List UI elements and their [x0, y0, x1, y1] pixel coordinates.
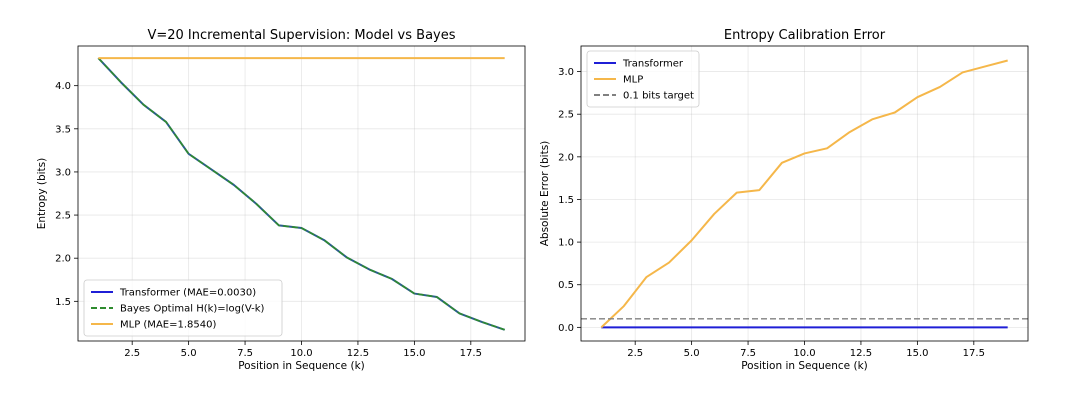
legend: Transformer MLP 0.1 bits target	[586, 50, 700, 108]
plot-area	[581, 59, 1028, 329]
legend-entry-2: 0.1 bits target	[623, 91, 694, 102]
chart-title: V=20 Incremental Supervision: Model vs B…	[147, 28, 455, 43]
series-line-1	[97, 57, 505, 331]
x-tick-label: 5.0	[181, 348, 197, 359]
x-tick-label: 10.0	[793, 348, 815, 359]
y-tick-label: 1.0	[558, 238, 574, 249]
y-tick-label: 2.0	[558, 152, 574, 163]
legend-entry-0: Transformer	[622, 59, 684, 70]
legend-entry-1: Bayes Optimal H(k)=log(V-k)	[120, 304, 264, 315]
y-tick-label: 3.5	[55, 124, 71, 135]
x-tick-label: 2.5	[124, 348, 140, 359]
chart-title: Entropy Calibration Error	[724, 28, 886, 43]
y-axis-label: Absolute Error (bits)	[539, 141, 551, 247]
x-tick-label: 12.5	[347, 348, 369, 359]
legend-entry-2: MLP (MAE=1.8540)	[120, 320, 216, 331]
x-tick-label: 10.0	[290, 348, 312, 359]
y-tick-label: 3.0	[558, 67, 574, 78]
chart-1: 2.5 5.0 7.5 10.0 12.5 15.0 17.5 1.5 2.0 2.5 3.0 3.5…	[36, 28, 526, 372]
x-tick-label: 5.0	[684, 348, 700, 359]
x-tick-label: 7.5	[237, 348, 253, 359]
x-tick-label: 17.5	[963, 348, 985, 359]
plot-area	[97, 57, 506, 331]
series-line-1	[600, 59, 1008, 329]
legend: Transformer (MAE=0.0030) Bayes Optimal H(…	[83, 279, 283, 337]
x-tick-label: 15.0	[906, 348, 928, 359]
x-tick-label: 17.5	[460, 348, 482, 359]
y-tick-label: 2.5	[55, 211, 71, 222]
y-tick-label: 1.5	[55, 297, 71, 308]
y-axis-label: Entropy (bits)	[36, 158, 48, 230]
legend-box	[586, 50, 700, 108]
y-tick-label: 1.5	[558, 195, 574, 206]
y-tick-label: 2.5	[558, 110, 574, 121]
legend-entry-0: Transformer (MAE=0.0030)	[119, 288, 256, 299]
legend-box	[83, 279, 283, 337]
y-tick-label: 4.0	[55, 81, 71, 92]
x-tick-label: 12.5	[850, 348, 872, 359]
y-tick-label: 0.0	[558, 323, 574, 334]
y-tick-label: 3.0	[55, 167, 71, 178]
x-axis-label: Position in Sequence (k)	[238, 360, 365, 372]
x-tick-label: 2.5	[627, 348, 643, 359]
y-tick-label: 2.0	[55, 254, 71, 265]
x-tick-label: 7.5	[740, 348, 756, 359]
x-axis-label: Position in Sequence (k)	[741, 360, 868, 372]
x-tick-label: 15.0	[403, 348, 425, 359]
legend-entry-1: MLP	[623, 75, 643, 86]
y-tick-label: 0.5	[558, 280, 574, 291]
chart-2: 2.5 5.0 7.5 10.0 12.5 15.0 17.5 0.0 0.5 1.0 1.5 2.0…	[539, 28, 1029, 372]
